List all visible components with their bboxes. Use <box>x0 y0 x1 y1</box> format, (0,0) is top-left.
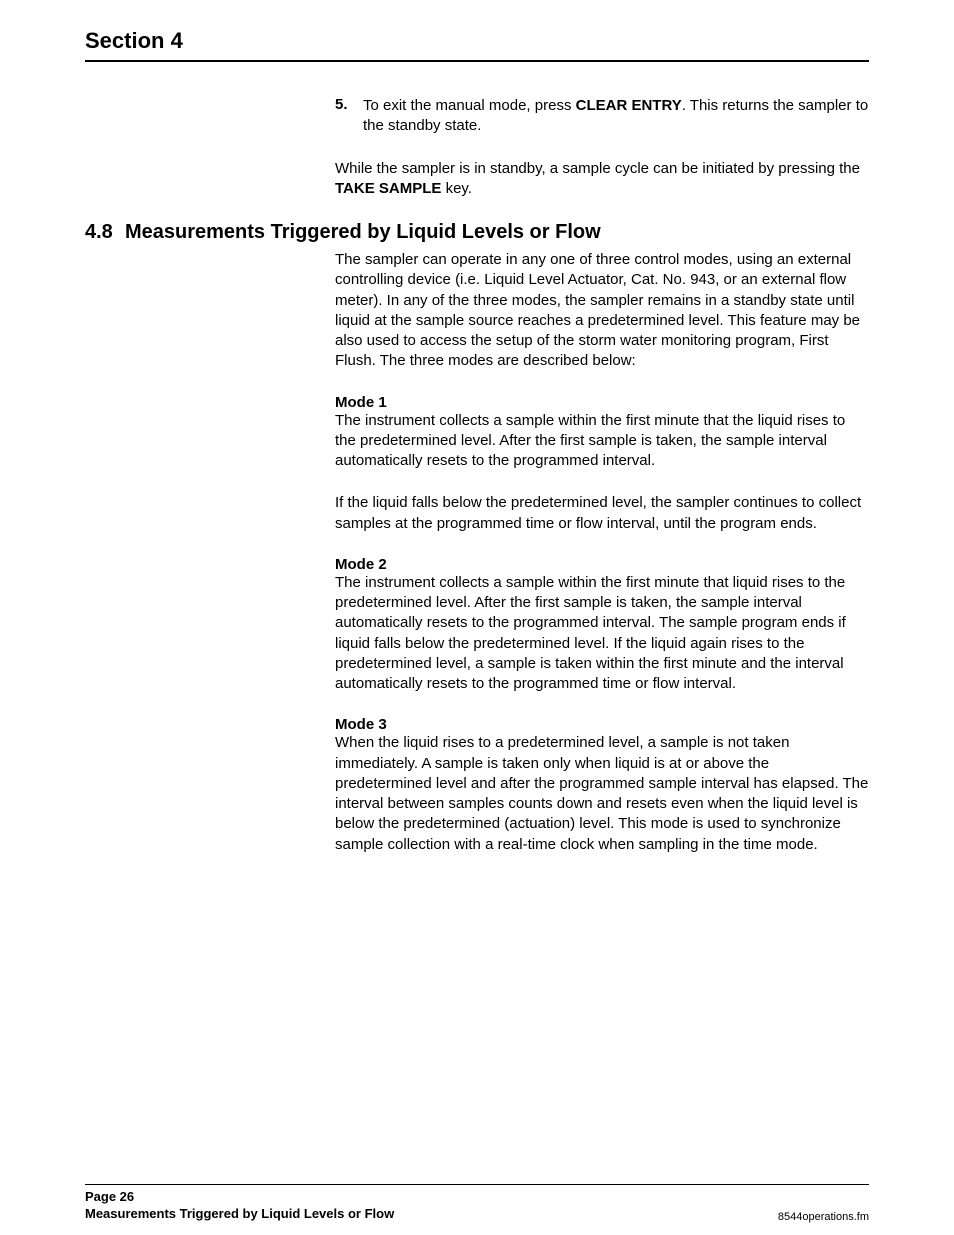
mode2-label: Mode 2 <box>335 556 869 573</box>
footer-section-label: Measurements Triggered by Liquid Levels … <box>85 1205 394 1223</box>
intro-paragraph: The sampler can operate in any one of th… <box>335 250 869 372</box>
footer-rule <box>85 1184 869 1185</box>
main-content: 5. To exit the manual mode, press CLEAR … <box>335 96 869 199</box>
footer-doc-ref: 8544operations.fm <box>778 1211 869 1223</box>
take-sample-label: TAKE SAMPLE <box>335 180 441 197</box>
clear-entry-label: CLEAR ENTRY <box>576 97 682 114</box>
step-text: To exit the manual mode, press CLEAR ENT… <box>363 96 869 137</box>
mode1-p2: If the liquid falls below the predetermi… <box>335 493 869 534</box>
standby-paragraph: While the sampler is in standby, a sampl… <box>335 159 869 200</box>
subsection-title: Measurements Triggered by Liquid Levels … <box>125 221 601 244</box>
step5-before: To exit the manual mode, press <box>363 97 576 114</box>
page-footer: Page 26 Measurements Triggered by Liquid… <box>85 1188 869 1223</box>
step-number: 5. <box>335 96 363 137</box>
step-5-row: 5. To exit the manual mode, press CLEAR … <box>335 96 869 137</box>
page-header: Section 4 <box>85 28 869 62</box>
subsection-number: 4.8 <box>85 221 125 244</box>
standby-before: While the sampler is in standby, a sampl… <box>335 160 860 177</box>
standby-after: key. <box>441 180 472 197</box>
subsection-header: 4.8 Measurements Triggered by Liquid Lev… <box>85 221 869 244</box>
mode1-p1: The instrument collects a sample within … <box>335 411 869 472</box>
mode1-label: Mode 1 <box>335 394 869 411</box>
page-container: Section 4 5. To exit the manual mode, pr… <box>0 0 954 1235</box>
subsection-content: The sampler can operate in any one of th… <box>335 250 869 855</box>
mode3-label: Mode 3 <box>335 716 869 733</box>
footer-page-number: Page 26 <box>85 1188 394 1206</box>
mode2-p1: The instrument collects a sample within … <box>335 573 869 695</box>
footer-left: Page 26 Measurements Triggered by Liquid… <box>85 1188 394 1223</box>
mode3-p1: When the liquid rises to a predetermined… <box>335 733 869 855</box>
section-title: Section 4 <box>85 28 869 54</box>
